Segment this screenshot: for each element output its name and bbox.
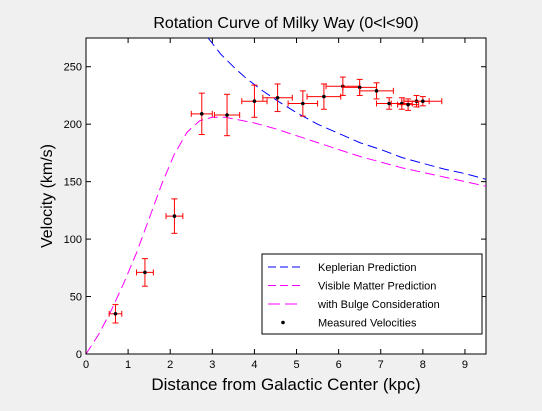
measured-dot: [322, 94, 326, 99]
measured-dot: [406, 102, 410, 107]
x-tick-label: 4: [251, 359, 257, 371]
x-tick-label: 8: [420, 359, 426, 371]
x-axis-label: Distance from Galactic Center (kpc): [151, 375, 420, 394]
data-point: [165, 198, 184, 234]
data-point: [403, 96, 443, 107]
y-tick-label: 100: [64, 234, 82, 246]
y-axis-label: Velocity (km/s): [39, 144, 56, 248]
x-tick-label: 0: [83, 359, 89, 371]
y-tick-label: 150: [64, 177, 82, 189]
y-tick-label: 200: [64, 119, 82, 131]
measured-dot: [275, 95, 280, 100]
data-point: [306, 83, 342, 110]
data-point: [108, 304, 123, 324]
data-point: [136, 258, 154, 287]
measured-dot: [421, 99, 425, 103]
axes: 0 1 2 3 4 5 6 7 8 9 0 50 100 150 200 250: [64, 38, 486, 371]
legend-label: with Bulge Consideration: [317, 299, 440, 311]
data-point: [359, 82, 394, 100]
x-tick-label: 6: [336, 359, 342, 371]
measured-points: [108, 76, 443, 324]
legend-label: Keplerian Prediction: [318, 262, 416, 274]
measured-dot: [199, 112, 204, 116]
measured-dot: [387, 101, 391, 106]
measured-dot: [374, 89, 379, 93]
data-point: [397, 98, 420, 111]
data-point: [287, 90, 319, 117]
data-point: [262, 83, 293, 113]
keplerian-predictioncurve: [207, 38, 486, 180]
x-tick-label: 9: [462, 359, 468, 371]
x-tick-label: 2: [167, 359, 173, 371]
y-tick-label: 0: [76, 349, 82, 361]
y-tick-label: 250: [64, 62, 82, 74]
visible-matter-predictioncurve: [86, 116, 486, 354]
x-tick-label: 5: [293, 359, 299, 371]
measured-dot: [301, 101, 305, 106]
data-point: [241, 84, 268, 118]
y-tick-label: 50: [70, 292, 82, 304]
legend-label: Visible Matter Prediction: [318, 281, 436, 293]
prediction-curves: [86, 38, 486, 354]
measured-dot: [172, 214, 177, 218]
x-tick-label: 1: [125, 359, 131, 371]
measured-dot: [143, 270, 147, 275]
x-tick-label: 7: [378, 359, 384, 371]
chart-title: Rotation Curve of Milky Way (0<l<90): [153, 15, 418, 32]
x-tick-label: 3: [209, 359, 215, 371]
legend-label: Measured Velocities: [318, 318, 417, 330]
data-point: [342, 78, 378, 96]
measured-dot: [113, 311, 118, 316]
data-point: [213, 93, 241, 137]
measured-dot: [357, 85, 362, 90]
legend: Keplerian Prediction Visible Matter Predi…: [261, 253, 483, 335]
measured-dot: [225, 113, 229, 117]
measured-dot: [252, 99, 257, 103]
legend-marker: [281, 320, 285, 325]
data-point: [190, 92, 213, 136]
